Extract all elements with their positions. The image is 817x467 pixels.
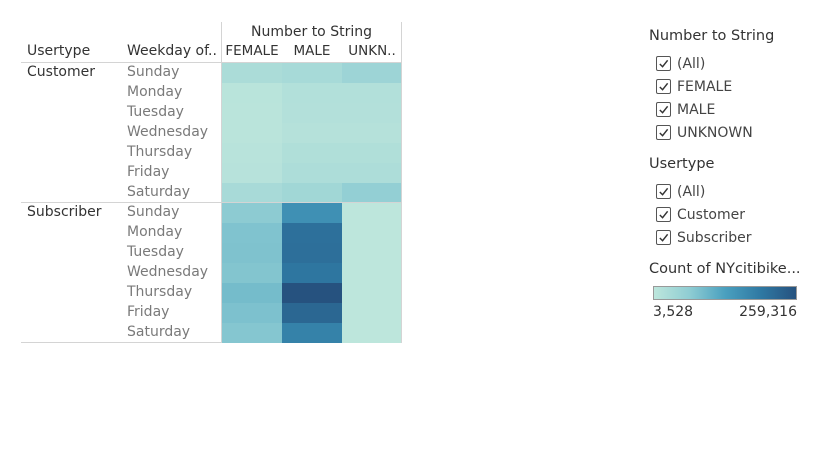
filter-option-label: (All) [677, 55, 706, 72]
filter-option-unknown[interactable]: UNKNOWN [656, 121, 753, 144]
weekday-label[interactable]: Saturday [127, 324, 191, 340]
checkbox-checked-icon[interactable] [656, 56, 671, 71]
table-bottom-border [21, 342, 402, 343]
filter-option-label: FEMALE [677, 78, 733, 95]
heatmap-cell-subscriber-sunday-female[interactable] [222, 203, 282, 223]
heatmap-cell-subscriber-friday-male[interactable] [282, 303, 342, 323]
usertype-label-customer[interactable]: Customer [27, 64, 96, 80]
heatmap-cell-customer-monday-unknown[interactable] [342, 83, 401, 103]
filter-option-label: MALE [677, 101, 716, 118]
filter-list-usertype: (All) Customer Subscriber [656, 180, 752, 249]
heatmap-cell-customer-thursday-male[interactable] [282, 143, 342, 163]
weekday-label[interactable]: Friday [127, 304, 170, 320]
weekday-label[interactable]: Saturday [127, 184, 191, 200]
heatmap-cell-customer-saturday-male[interactable] [282, 183, 342, 202]
heatmap-cell-subscriber-wednesday-male[interactable] [282, 263, 342, 283]
heatmap-cell-customer-tuesday-female[interactable] [222, 103, 282, 123]
heatmap-cell-customer-wednesday-female[interactable] [222, 123, 282, 143]
weekday-label[interactable]: Sunday [127, 204, 180, 220]
heatmap-cell-subscriber-monday-female[interactable] [222, 223, 282, 243]
heatmap-cell-customer-wednesday-male[interactable] [282, 123, 342, 143]
heatmap-cell-customer-friday-unknown[interactable] [342, 163, 401, 183]
heatmap-cell-subscriber-monday-male[interactable] [282, 223, 342, 243]
column-header-unknown[interactable]: UNKN.. [348, 43, 396, 59]
column-divider-right [401, 22, 402, 342]
checkbox-checked-icon[interactable] [656, 207, 671, 222]
heatmap-cell-customer-friday-female[interactable] [222, 163, 282, 183]
checkbox-checked-icon[interactable] [656, 230, 671, 245]
heatmap-cell-subscriber-wednesday-unknown[interactable] [342, 263, 401, 283]
filter-option-all[interactable]: (All) [656, 52, 753, 75]
checkbox-checked-icon[interactable] [656, 125, 671, 140]
heatmap-cell-customer-saturday-female[interactable] [222, 183, 282, 202]
heatmap-cell-subscriber-monday-unknown[interactable] [342, 223, 401, 243]
row-header-weekday[interactable]: Weekday of.. [127, 43, 217, 59]
heatmap-cell-subscriber-tuesday-unknown[interactable] [342, 243, 401, 263]
weekday-label[interactable]: Tuesday [127, 244, 184, 260]
weekday-label[interactable]: Sunday [127, 64, 180, 80]
heatmap-cell-subscriber-saturday-male[interactable] [282, 323, 342, 343]
filter-title-usertype: Usertype [649, 156, 715, 172]
weekday-label[interactable]: Tuesday [127, 104, 184, 120]
heatmap-cell-subscriber-thursday-female[interactable] [222, 283, 282, 303]
heatmap-cell-subscriber-sunday-male[interactable] [282, 203, 342, 223]
heatmap-cell-customer-wednesday-unknown[interactable] [342, 123, 401, 143]
weekday-label[interactable]: Thursday [127, 144, 193, 160]
filter-option-subscriber[interactable]: Subscriber [656, 226, 752, 249]
heatmap-cell-subscriber-friday-female[interactable] [222, 303, 282, 323]
row-header-usertype[interactable]: Usertype [27, 43, 91, 59]
column-divider-left [221, 22, 222, 342]
filter-option-label: Subscriber [677, 229, 752, 246]
checkbox-checked-icon[interactable] [656, 79, 671, 94]
heatmap-cell-customer-sunday-male[interactable] [282, 63, 342, 83]
heatmap-cell-customer-sunday-female[interactable] [222, 63, 282, 83]
heatmap-cell-subscriber-friday-unknown[interactable] [342, 303, 401, 323]
heatmap-cell-customer-thursday-female[interactable] [222, 143, 282, 163]
heatmap-cell-subscriber-thursday-male[interactable] [282, 283, 342, 303]
column-group-title: Number to String [251, 24, 372, 40]
heatmap-cell-subscriber-wednesday-female[interactable] [222, 263, 282, 283]
filter-title-gender: Number to String [649, 28, 775, 44]
weekday-label[interactable]: Monday [127, 224, 183, 240]
heatmap-cell-customer-tuesday-unknown[interactable] [342, 103, 401, 123]
heatmap-cell-customer-monday-male[interactable] [282, 83, 342, 103]
checkbox-checked-icon[interactable] [656, 102, 671, 117]
filter-option-all[interactable]: (All) [656, 180, 752, 203]
usertype-label-subscriber[interactable]: Subscriber [27, 204, 102, 220]
column-header-female[interactable]: FEMALE [225, 43, 279, 59]
weekday-label[interactable]: Wednesday [127, 124, 209, 140]
checkbox-checked-icon[interactable] [656, 184, 671, 199]
heatmap-cell-customer-thursday-unknown[interactable] [342, 143, 401, 163]
legend-min-label: 3,528 [653, 304, 694, 320]
filter-list-gender: (All) FEMALE MALE UNKNOWN [656, 52, 753, 144]
heatmap-cell-customer-sunday-unknown[interactable] [342, 63, 401, 83]
heatmap-cell-customer-monday-female[interactable] [222, 83, 282, 103]
heatmap-cell-subscriber-sunday-unknown[interactable] [342, 203, 401, 223]
column-header-male[interactable]: MALE [293, 43, 331, 59]
filter-option-label: (All) [677, 183, 706, 200]
filter-option-label: UNKNOWN [677, 124, 753, 141]
weekday-label[interactable]: Monday [127, 84, 183, 100]
weekday-label[interactable]: Friday [127, 164, 170, 180]
filter-option-female[interactable]: FEMALE [656, 75, 753, 98]
header-divider [21, 62, 402, 63]
heatmap-cell-customer-saturday-unknown[interactable] [342, 183, 401, 202]
heatmap-cell-subscriber-saturday-female[interactable] [222, 323, 282, 343]
heatmap-cell-customer-tuesday-male[interactable] [282, 103, 342, 123]
filter-option-customer[interactable]: Customer [656, 203, 752, 226]
weekday-label[interactable]: Wednesday [127, 264, 209, 280]
legend-title: Count of NYcitibike... [649, 261, 801, 277]
filter-option-male[interactable]: MALE [656, 98, 753, 121]
group-divider [21, 202, 402, 203]
weekday-label[interactable]: Thursday [127, 284, 193, 300]
heatmap-cell-subscriber-tuesday-female[interactable] [222, 243, 282, 263]
heatmap-cell-subscriber-saturday-unknown[interactable] [342, 323, 401, 343]
filter-option-label: Customer [677, 206, 746, 223]
color-legend-gradient[interactable] [653, 286, 797, 300]
heatmap-cell-subscriber-tuesday-male[interactable] [282, 243, 342, 263]
heatmap-cell-customer-friday-male[interactable] [282, 163, 342, 183]
legend-max-label: 259,316 [739, 304, 797, 320]
heatmap-cell-subscriber-thursday-unknown[interactable] [342, 283, 401, 303]
